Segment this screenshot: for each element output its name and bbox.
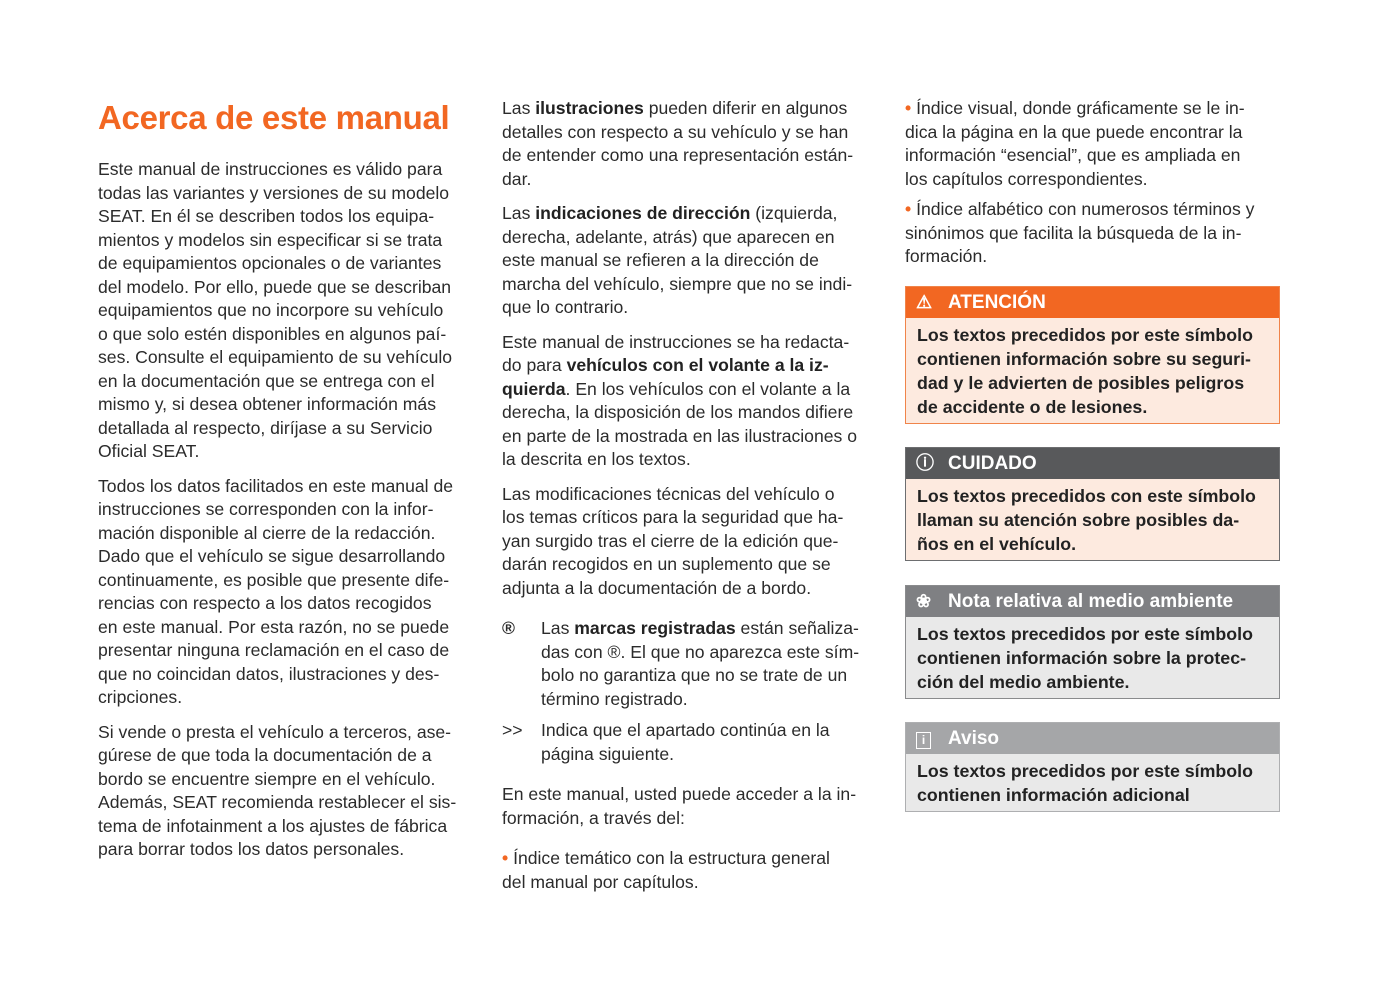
box-header: ⓘ CUIDADO [906, 448, 1279, 479]
warning-triangle-icon: ⚠ [916, 291, 933, 312]
notice-box: i Aviso Los textos precedidos por este sí… [905, 722, 1280, 812]
bold-text: indicaciones de dirección [535, 203, 751, 223]
double-chevron-icon: >> [502, 720, 523, 740]
box-title: ATENCIÓN [948, 291, 1046, 313]
text: Las [541, 618, 575, 638]
symbol-item: >> Indica que el apartado continúa en la… [502, 719, 882, 766]
text: Este manual de instrucciones se ha redac… [502, 331, 850, 376]
registered-icon: ® [502, 618, 515, 638]
box-text: Los textos precedidos por este símbolo c… [906, 617, 1279, 698]
text: Índice alfabético con numerosos términos… [905, 199, 1255, 266]
box-title: Aviso [948, 727, 1000, 749]
environment-box: ❀ Nota relativa al medio ambiente Los tex… [905, 585, 1280, 699]
bullet-icon: • [905, 199, 912, 219]
text: Índice visual, donde gráficamente se le … [905, 98, 1245, 189]
text: Las [502, 98, 536, 118]
text: Las [502, 203, 536, 223]
box-text: Los textos precedidos por este símbolo c… [906, 318, 1279, 423]
caution-box: ⓘ CUIDADO Los textos precedidos con este … [905, 447, 1280, 561]
flower-icon: ❀ [916, 590, 932, 611]
bullet-item: • Índice temático con la estructura gene… [502, 847, 882, 894]
info-square-icon: i [916, 727, 948, 751]
box-header: ⚠ ATENCIÓN [906, 287, 1279, 318]
box-title: CUIDADO [948, 452, 1037, 474]
paragraph: Si vende o presta el vehículo a terceros… [98, 721, 457, 860]
paragraph: Este manual de instrucciones es válido p… [98, 159, 453, 461]
text: pueden diferir en algunos detalles con r… [502, 98, 854, 189]
text: . En los vehículos con el volante a la d… [502, 378, 858, 470]
bullet-item: • Índice alfabético con numerosos términ… [905, 198, 1285, 269]
symbol-item: ® Las marcas registradas están señaliza-… [502, 617, 882, 711]
text: están señaliza- das con ®. El que no apa… [541, 618, 860, 709]
paragraph: Las modificaciones técnicas del vehículo… [502, 483, 844, 598]
bullet-icon: • [905, 98, 912, 118]
bold-text: marcas registradas [574, 618, 736, 638]
page-title: Acerca de este manual [98, 99, 450, 136]
box-header: ❀ Nota relativa al medio ambiente [906, 586, 1279, 617]
column-1: Este manual de instrucciones es válido p… [98, 158, 478, 873]
paragraph: Todos los datos facilitados en este manu… [98, 475, 454, 708]
column-2: Las ilustraciones pueden diferir en algu… [502, 97, 882, 905]
box-header: i Aviso [906, 723, 1279, 754]
box-text: Los textos precedidos con este símbolo l… [906, 479, 1279, 560]
paragraph-directions: Las indicaciones de dirección (izquierda… [502, 202, 882, 320]
symbol-text: Indica que el apartado continúa en la pá… [541, 720, 830, 764]
paragraph-illustrations: Las ilustraciones pueden diferir en algu… [502, 97, 882, 191]
text: Índice temático con la estructura genera… [502, 848, 830, 892]
exclamation-circle-icon: ⓘ [916, 452, 934, 473]
bold-text: ilustraciones [535, 98, 644, 118]
box-text: Los textos precedidos por este símbolo c… [906, 754, 1279, 811]
paragraph: En este manual, usted puede acceder a la… [502, 784, 857, 828]
bullet-icon: • [502, 848, 509, 868]
paragraph-steering: Este manual de instrucciones se ha redac… [502, 331, 882, 472]
column-3: • Índice visual, donde gráficamente se l… [905, 97, 1285, 280]
attention-box: ⚠ ATENCIÓN Los textos precedidos por este… [905, 286, 1280, 424]
text: (izquierda, derecha, adelante, atrás) qu… [502, 203, 853, 317]
bold-text: vehículos con el volante a la iz- quierd… [502, 355, 829, 399]
bullet-item: • Índice visual, donde gráficamente se l… [905, 97, 1285, 191]
symbol-text: Las marcas registradas están señaliza- d… [541, 617, 859, 711]
box-title: Nota relativa al medio ambiente [948, 590, 1234, 612]
